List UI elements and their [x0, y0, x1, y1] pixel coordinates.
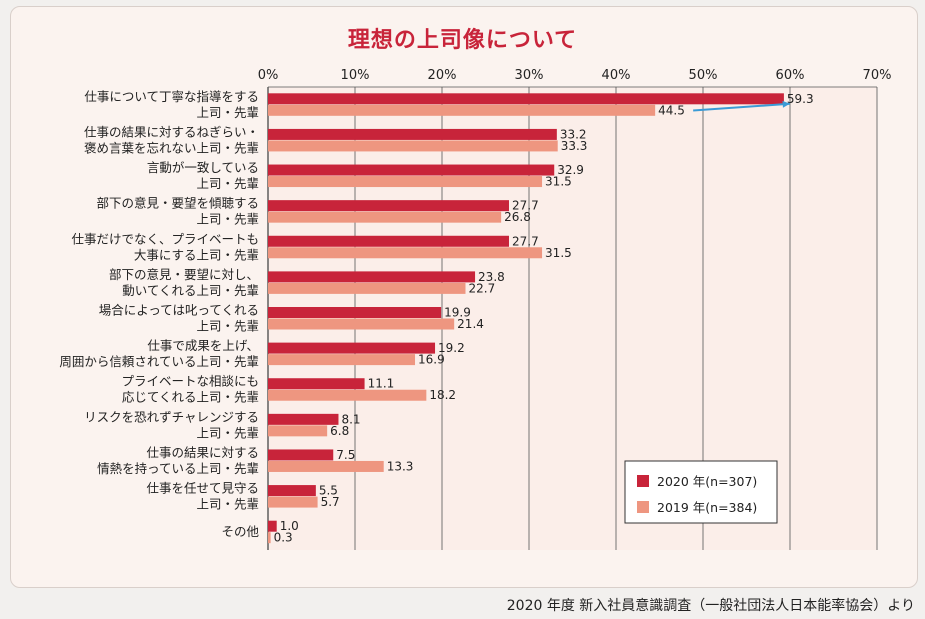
- bar: [268, 354, 416, 366]
- x-tick-label: 40%: [602, 68, 631, 83]
- trend-arrow-head: [782, 100, 790, 108]
- category-label: 上司・先輩: [196, 425, 259, 440]
- data-label: 33.3: [561, 139, 588, 153]
- data-label: 33.2: [560, 127, 587, 141]
- data-label: 44.5: [658, 103, 685, 117]
- category-label: 周囲から信頼されている上司・先輩: [59, 354, 259, 369]
- data-label: 18.2: [429, 388, 456, 402]
- data-label: 32.9: [557, 163, 584, 177]
- data-label: 59.3: [787, 92, 814, 106]
- legend-swatch: [637, 501, 649, 513]
- category-label: 仕事について丁寧な指導をする: [84, 89, 259, 104]
- bar: [268, 449, 334, 461]
- category-label: 部下の意見・要望を傾聴する: [96, 196, 259, 211]
- data-label: 19.9: [444, 306, 471, 320]
- category-label: 言動が一致している: [147, 160, 259, 175]
- bar: [268, 128, 557, 140]
- x-tick-label: 30%: [515, 68, 544, 83]
- category-label: 上司・先輩: [196, 105, 259, 120]
- bar: [268, 342, 436, 354]
- data-label: 16.9: [418, 353, 445, 367]
- category-label: 動いてくれる上司・先輩: [122, 283, 259, 298]
- bar: [268, 104, 656, 116]
- data-label: 6.8: [330, 424, 349, 438]
- data-label: 22.7: [468, 281, 495, 295]
- bar: [268, 520, 277, 532]
- data-label: 7.5: [336, 448, 355, 462]
- bar: [268, 532, 271, 544]
- category-label: 褒め言葉を忘れない上司・先輩: [84, 140, 259, 155]
- bar: [268, 164, 555, 176]
- x-tick-label: 0%: [258, 68, 279, 83]
- category-label: 場合によっては叱ってくれる: [99, 303, 259, 318]
- trend-arrow-line: [693, 102, 790, 112]
- x-tick-label: 60%: [776, 68, 805, 83]
- bar: [268, 176, 543, 188]
- data-label: 0.3: [274, 531, 293, 545]
- category-label: 部下の意見・要望に対し、: [109, 267, 259, 282]
- data-label: 5.5: [319, 484, 338, 498]
- category-label: リスクを恐れずチャレンジする: [84, 409, 259, 424]
- bar: [268, 282, 466, 294]
- category-label: 上司・先輩: [196, 212, 259, 227]
- bar: [268, 389, 427, 401]
- bar: [268, 247, 543, 259]
- bar: [268, 485, 316, 497]
- bar: [268, 378, 365, 390]
- data-label: 19.2: [438, 341, 465, 355]
- bar: [268, 460, 384, 472]
- data-label: 27.7: [512, 234, 539, 248]
- category-label: 仕事だけでなく、プライベートも: [71, 231, 259, 246]
- data-label: 26.8: [504, 210, 531, 224]
- bar: [268, 425, 328, 437]
- data-label: 5.7: [321, 495, 340, 509]
- category-label: その他: [221, 524, 259, 539]
- category-label: 仕事の結果に対する: [146, 445, 259, 460]
- bar: [268, 93, 784, 105]
- category-label: 大事にする上司・先輩: [134, 247, 259, 262]
- data-label: 31.5: [545, 246, 572, 260]
- category-label: 上司・先輩: [196, 319, 259, 334]
- x-tick-label: 20%: [428, 68, 457, 83]
- data-label: 31.5: [545, 175, 572, 189]
- data-label: 1.0: [280, 519, 299, 533]
- bar: [268, 140, 558, 152]
- legend-box: [624, 460, 778, 524]
- data-label: 8.1: [341, 412, 360, 426]
- x-tick-label: 50%: [689, 68, 718, 83]
- bar: [268, 307, 442, 318]
- bar: [268, 413, 339, 425]
- legend-swatch: [637, 475, 649, 487]
- data-label: 11.1: [368, 377, 395, 391]
- legend-label: 2019 年(n=384): [657, 500, 757, 515]
- bar-chart: 0% 10% 20% 30% 40% 50% 60% 70% 59.3 44.5 仕事について丁寧な…: [59, 68, 892, 550]
- data-label: 21.4: [457, 317, 484, 331]
- x-tick-label: 70%: [863, 68, 892, 83]
- bar: [268, 235, 509, 247]
- category-label: 応じてくれる上司・先輩: [122, 390, 259, 405]
- bar: [268, 211, 502, 223]
- category-label: 上司・先輩: [196, 497, 259, 512]
- category-label: 情熱を持っている上司・先輩: [97, 461, 259, 476]
- data-label: 13.3: [387, 459, 414, 473]
- bar: [268, 200, 509, 212]
- category-label: 上司・先輩: [196, 176, 259, 191]
- bar: [268, 318, 455, 330]
- bar: [268, 271, 476, 283]
- x-tick-label: 10%: [341, 68, 370, 83]
- legend-label: 2020 年(n=307): [657, 474, 757, 489]
- category-label: 仕事で成果を上げ、: [147, 338, 259, 353]
- category-label: プライベートな相談にも: [121, 374, 259, 389]
- bar: [268, 496, 318, 508]
- chart-title: 理想の上司像について: [347, 28, 578, 53]
- data-label: 27.7: [512, 199, 539, 213]
- source-note: 2020 年度 新入社員意識調査（一般社団法人日本能率協会）より: [506, 598, 915, 614]
- category-label: 仕事を任せて見守る: [146, 481, 259, 496]
- category-label: 仕事の結果に対するねぎらい・: [84, 124, 259, 139]
- data-label: 23.8: [478, 270, 505, 284]
